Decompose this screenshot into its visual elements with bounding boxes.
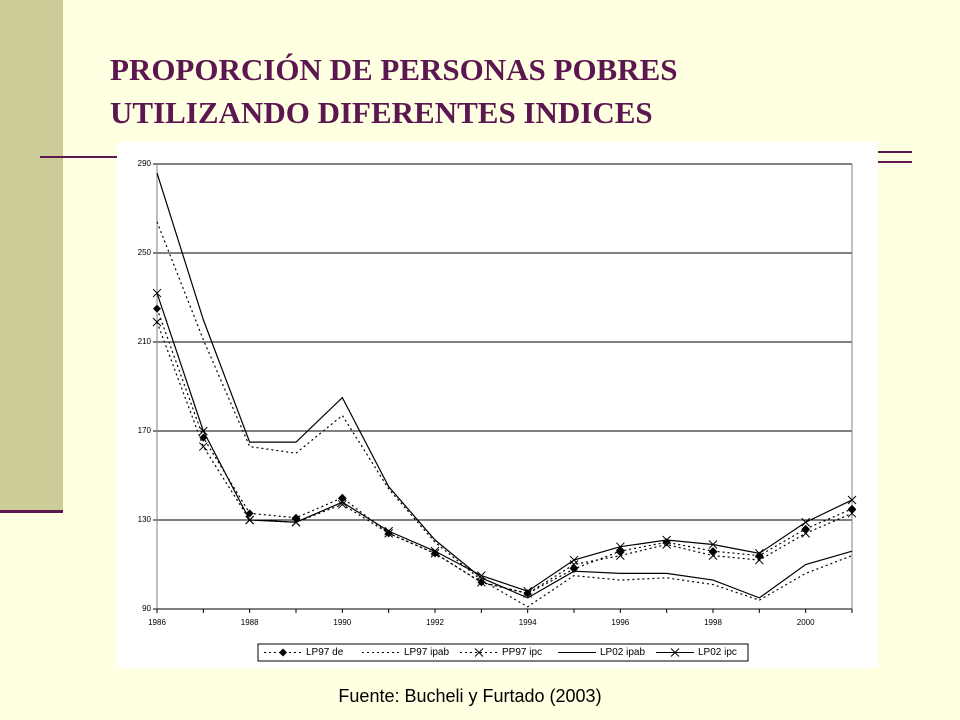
x-tick-label: 1992 (426, 618, 444, 627)
marker (152, 317, 162, 327)
marker (615, 542, 625, 552)
marker (152, 288, 162, 298)
rule (0, 510, 63, 513)
x-tick-label: 1990 (333, 618, 351, 627)
y-tick-label: 210 (138, 337, 152, 346)
marker (662, 535, 672, 545)
marker (708, 551, 718, 560)
series-line (156, 221, 853, 608)
legend-label: LP97 ipab (404, 647, 449, 658)
marker (523, 586, 533, 596)
marker (430, 546, 440, 556)
legend-label: LP97 de (306, 647, 344, 658)
y-tick-label: 250 (138, 248, 152, 257)
x-tick-label: 2000 (797, 618, 815, 627)
rule (876, 151, 912, 153)
marker (430, 549, 440, 558)
title-line: PROPORCIÓN DE PERSONAS POBRES (110, 52, 678, 87)
title-line: UTILIZANDO DIFERENTES INDICES (110, 95, 653, 130)
marker (153, 304, 161, 313)
x-tick-label: 1988 (241, 618, 259, 627)
marker (754, 555, 764, 565)
marker (754, 549, 764, 558)
legend-label: LP02 ipc (698, 647, 737, 658)
x-tick-label: 1994 (519, 618, 537, 627)
marker (337, 497, 347, 507)
y-tick-label: 170 (138, 426, 152, 435)
side-bar (0, 0, 63, 512)
legend-marker (670, 648, 680, 657)
marker (569, 555, 579, 565)
y-tick-label: 90 (142, 604, 151, 613)
x-tick-label: 1986 (148, 618, 166, 627)
legend-label: LP02 ipab (600, 647, 645, 658)
y-tick-label: 290 (138, 159, 152, 168)
series-line (156, 172, 853, 599)
marker (384, 528, 394, 538)
marker (615, 551, 625, 560)
legend-box (257, 643, 749, 662)
legend-marker (279, 648, 287, 657)
x-tick-label: 1996 (611, 618, 629, 627)
legend-label: PP97 ipc (502, 647, 542, 658)
marker (198, 426, 208, 436)
marker (337, 500, 347, 509)
y-tick-label: 130 (138, 515, 152, 524)
source: Fuente: Bucheli y Furtado (2003) (338, 686, 602, 706)
marker (245, 515, 255, 525)
x-tick-label: 1998 (704, 618, 722, 627)
marker (801, 528, 811, 538)
series-line (156, 292, 853, 592)
marker (662, 540, 672, 549)
marker (291, 517, 301, 527)
rule (40, 156, 120, 158)
legend-marker (474, 648, 484, 657)
marker (847, 508, 857, 518)
marker (384, 526, 394, 536)
marker (476, 571, 486, 580)
marker (198, 442, 208, 451)
marker (708, 540, 718, 549)
marker (801, 517, 811, 527)
marker (847, 495, 857, 505)
rule (876, 161, 912, 163)
chart-area (117, 142, 878, 668)
